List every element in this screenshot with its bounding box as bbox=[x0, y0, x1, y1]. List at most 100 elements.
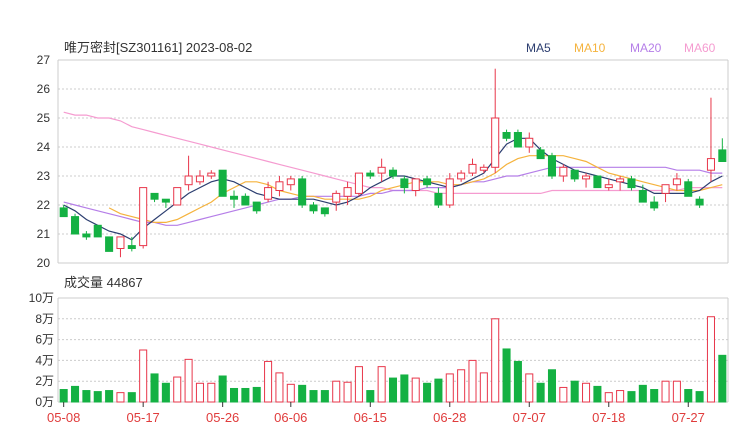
candle-body bbox=[354, 172, 363, 194]
candle bbox=[207, 170, 216, 179]
candle-body bbox=[457, 172, 466, 180]
volume-bar bbox=[59, 389, 68, 403]
candle bbox=[411, 178, 420, 197]
volume-bar bbox=[638, 384, 647, 403]
candle bbox=[139, 187, 148, 249]
candle-body bbox=[479, 166, 488, 171]
candle-body bbox=[127, 245, 136, 250]
volume-bar bbox=[127, 392, 136, 403]
candle bbox=[161, 198, 170, 208]
date-tick-label: 07-18 bbox=[592, 410, 625, 425]
volume-bar bbox=[264, 360, 273, 403]
volume-bar bbox=[650, 389, 659, 403]
candle-body bbox=[536, 149, 545, 160]
candle bbox=[627, 176, 636, 191]
volume-bar bbox=[423, 382, 432, 403]
candle bbox=[127, 236, 136, 252]
volume-tick-label: 6万 bbox=[35, 333, 54, 347]
volume-bar bbox=[252, 386, 261, 403]
candle-body bbox=[616, 178, 625, 183]
candle-body bbox=[366, 172, 375, 177]
candle bbox=[491, 68, 500, 174]
candle-body bbox=[684, 181, 693, 197]
volume-label: 成交量 44867 bbox=[64, 275, 143, 290]
candle-body bbox=[502, 132, 511, 139]
candle-body bbox=[218, 169, 227, 197]
candle-body bbox=[105, 236, 114, 252]
candle-body bbox=[423, 178, 432, 186]
candle-body bbox=[400, 178, 409, 189]
volume-bar bbox=[684, 389, 693, 403]
date-tick-label: 07-07 bbox=[513, 410, 546, 425]
volume-bar bbox=[241, 387, 250, 403]
volume-bar bbox=[491, 318, 500, 403]
volume-bar bbox=[695, 391, 704, 403]
candle bbox=[150, 192, 159, 203]
candle bbox=[184, 155, 193, 191]
volume-bar bbox=[332, 380, 341, 403]
candle-body bbox=[388, 169, 398, 177]
candle-body bbox=[298, 178, 307, 206]
candle-body bbox=[161, 198, 170, 203]
volume-bar bbox=[582, 382, 591, 403]
candle bbox=[59, 205, 68, 218]
volume-bar bbox=[718, 354, 727, 403]
candle-body bbox=[264, 187, 273, 200]
volume-bar bbox=[161, 382, 170, 403]
candle bbox=[604, 178, 613, 191]
ma20-line bbox=[63, 166, 723, 226]
date-tick-label: 05-26 bbox=[206, 410, 239, 425]
volume-bar bbox=[627, 391, 636, 403]
candle bbox=[457, 170, 466, 182]
candle bbox=[661, 184, 670, 203]
candle-body bbox=[229, 195, 239, 200]
candle-body bbox=[468, 163, 477, 174]
candle bbox=[377, 158, 386, 182]
candle bbox=[93, 224, 102, 238]
volume-bar bbox=[604, 392, 613, 403]
date-tick-label: 05-08 bbox=[47, 410, 80, 425]
volume-bar bbox=[525, 373, 534, 403]
candle-body bbox=[570, 169, 579, 180]
volume-bar bbox=[445, 373, 454, 403]
candle bbox=[241, 193, 250, 206]
volume-bar bbox=[150, 373, 159, 403]
volume-bar bbox=[559, 386, 568, 403]
candle bbox=[445, 173, 454, 208]
candle bbox=[616, 176, 625, 191]
price-axis: 27 26 25 24 23 22 21 20 bbox=[37, 53, 51, 270]
candle bbox=[173, 187, 182, 206]
candle-body bbox=[434, 192, 443, 206]
candle-body bbox=[309, 204, 318, 212]
candle-body bbox=[139, 187, 148, 247]
candle-body bbox=[593, 175, 602, 189]
candle-body bbox=[661, 184, 670, 194]
volume-bar bbox=[309, 390, 318, 403]
candle-body bbox=[332, 192, 341, 203]
candle bbox=[388, 167, 398, 179]
price-tick-label: 25 bbox=[37, 111, 51, 125]
chart-title: 唯万密封[SZ301161] 2023-08-02 bbox=[64, 40, 252, 55]
candle bbox=[559, 164, 568, 182]
candle bbox=[298, 176, 307, 208]
candle-body bbox=[286, 178, 295, 186]
volume-bar bbox=[320, 390, 329, 403]
volume-bar bbox=[139, 349, 148, 403]
candle bbox=[536, 147, 545, 160]
candle-body bbox=[582, 175, 591, 180]
volume-bar bbox=[672, 380, 681, 403]
candle-body bbox=[150, 192, 159, 200]
candle-body bbox=[604, 184, 613, 189]
candle bbox=[718, 138, 727, 162]
volume-bar bbox=[502, 348, 511, 403]
candle-body bbox=[195, 175, 204, 183]
candle bbox=[684, 178, 693, 197]
candle bbox=[354, 172, 363, 197]
volume-bar bbox=[400, 374, 409, 403]
volume-bar bbox=[105, 390, 114, 403]
candle-body bbox=[445, 178, 454, 206]
volume-bar bbox=[116, 392, 125, 403]
volume-bar bbox=[343, 381, 352, 403]
candle bbox=[320, 207, 329, 217]
candle bbox=[332, 190, 341, 211]
